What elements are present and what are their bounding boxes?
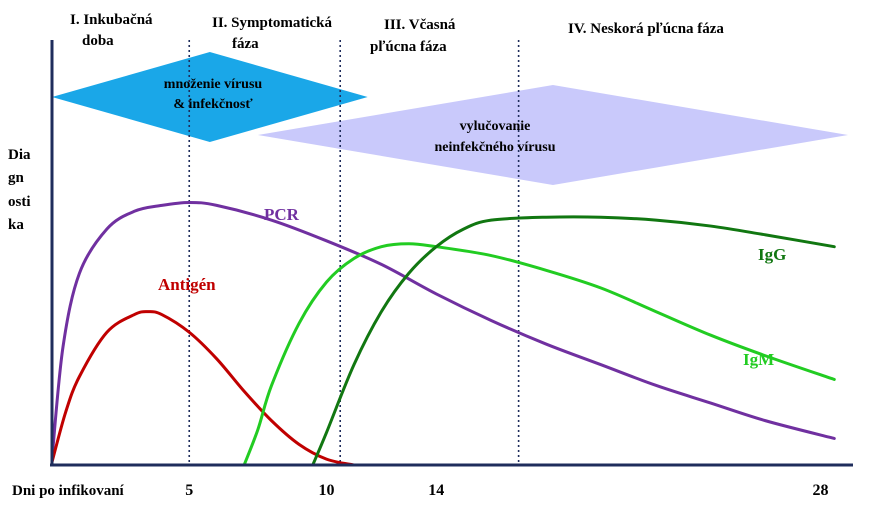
band-noninfectious-shedding-label-1: vylučovanie [460, 119, 531, 134]
band-virus-replication-label-2: & infekčnosť [173, 97, 253, 112]
y-label-line-3: osti [8, 194, 31, 210]
phase-labels: I. Inkubačná doba II. Symptomatická fáza… [70, 12, 724, 55]
x-tick-labels: 5 10 14 28 [185, 482, 828, 499]
phase-1-label-line1: I. Inkubačná [70, 12, 153, 28]
band-noninfectious-shedding-label-2: neinfekčného vírusu [435, 140, 556, 155]
series-line-pcr [50, 200, 836, 461]
band-virus-replication-label-1: množenie vírusu [164, 77, 263, 92]
series-lines [50, 200, 836, 467]
series-line-antigen [50, 310, 356, 467]
x-tick-label-10: 10 [318, 482, 334, 499]
band-labels: množenie vírusu & infekčnosť vylučovanie… [164, 77, 556, 155]
phase-bands [52, 52, 848, 185]
x-axis-label: Dni po infikovaní [12, 483, 125, 499]
phase-2-label-line1: II. Symptomatická [212, 15, 333, 31]
phase-boundaries [188, 40, 520, 465]
y-axis-label: Dia gn osti ka [8, 147, 31, 233]
series-line-igg [311, 215, 836, 467]
x-tick-label-14: 14 [428, 482, 444, 499]
series-labels: PCR Antigén IgM IgG [158, 205, 786, 369]
y-label-line-4: ka [8, 217, 24, 233]
band-noninfectious-shedding [257, 85, 848, 185]
series-label-pcr: PCR [264, 205, 300, 224]
series-label-igg: IgG [758, 245, 786, 264]
series-label-antigen: Antigén [158, 275, 216, 294]
phase-2-label-line2: fáza [232, 36, 259, 52]
band-virus-replication [52, 52, 368, 142]
y-label-line-1: Dia [8, 147, 31, 163]
y-label-line-2: gn [8, 170, 25, 186]
phase-3-label-line2: pľúcna fáza [370, 39, 447, 55]
phase-4-label-line1: IV. Neskorá pľúcna fáza [568, 21, 724, 37]
x-tick-label-5: 5 [185, 482, 193, 499]
x-tick-label-28: 28 [813, 482, 829, 499]
series-label-igm: IgM [743, 350, 774, 369]
phase-1-label-line2: doba [82, 33, 114, 49]
series-line-igm [242, 242, 836, 467]
phase-3-label-line1: III. Včasná [384, 17, 456, 33]
